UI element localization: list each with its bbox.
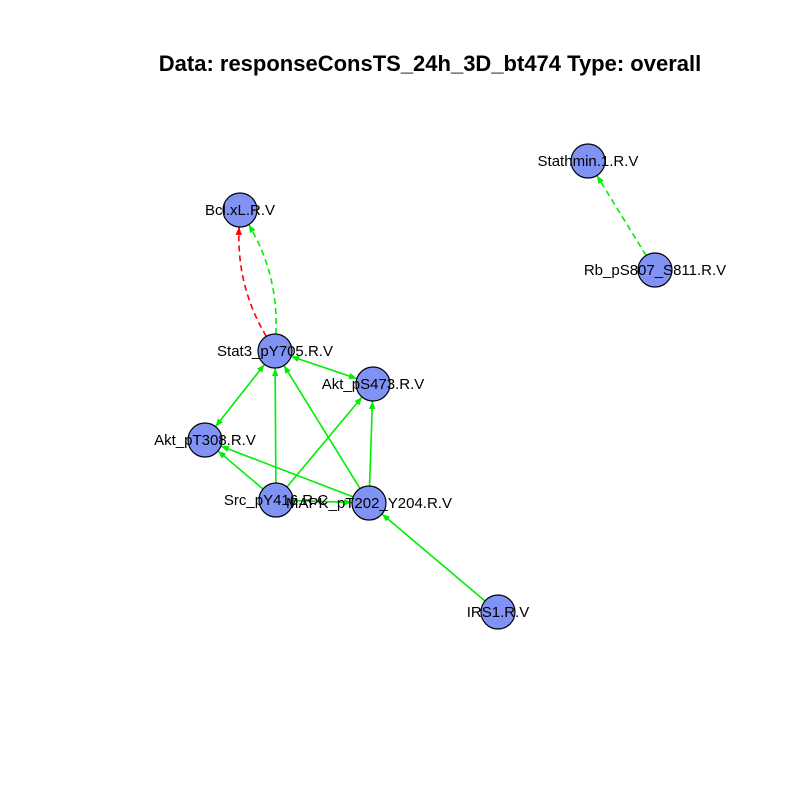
- edge-src-to-mapk: [292, 498, 353, 506]
- node-bclxl: Bcl.xL.R.V: [205, 192, 275, 228]
- node-irs1: IRS1.R.V: [467, 594, 530, 630]
- node-circle-bclxl: [222, 192, 258, 228]
- node-mapk: MAPK_pT202_Y204.R.V: [286, 485, 452, 521]
- node-label-mapk: MAPK_pT202_Y204.R.V: [286, 495, 452, 512]
- node-circle-irs1: [480, 594, 516, 630]
- nodes-layer: Stathmin.1.R.V Bcl.xL.R.V Rb_pS807_S811.R.…: [154, 143, 726, 630]
- edge-stat3-to-akt473: [290, 355, 358, 380]
- node-akt473: Akt_pS473.R.V: [322, 366, 425, 402]
- node-circle-stat3: [257, 333, 293, 369]
- edges-layer: [214, 175, 647, 602]
- node-circle-rb: [637, 252, 673, 288]
- node-rb: Rb_pS807_S811.R.V: [584, 252, 726, 288]
- edge-stat3-to-bclxl: [248, 224, 277, 335]
- node-stathmin: Stathmin.1.R.V: [538, 143, 639, 179]
- edge-src-to-akt308: [217, 450, 264, 490]
- edge-stat3-to-bclxl: [235, 226, 267, 337]
- edge-rb-to-stathmin: [596, 175, 647, 256]
- node-label-src: Src_pY416.R.C: [224, 492, 328, 509]
- edge-irs1-to-mapk: [381, 513, 486, 602]
- edge-stat3-to-akt308: [214, 363, 266, 428]
- diagram-title: Data: responseConsTS_24h_3D_bt474 Type: …: [159, 51, 701, 76]
- edge-src-to-akt473: [286, 396, 363, 488]
- node-label-rb: Rb_pS807_S811.R.V: [584, 262, 726, 279]
- node-label-stat3: Stat3_pY705.R.V: [217, 343, 333, 360]
- node-circle-mapk: [351, 485, 387, 521]
- node-label-akt473: Akt_pS473.R.V: [322, 376, 425, 393]
- edge-mapk-to-akt473: [368, 400, 376, 487]
- node-label-irs1: IRS1.R.V: [467, 604, 530, 621]
- edge-src-to-stat3: [271, 367, 279, 484]
- node-circle-akt308: [187, 422, 223, 458]
- node-circle-stathmin: [570, 143, 606, 179]
- edge-mapk-to-stat3: [283, 365, 361, 489]
- node-circle-src: [258, 482, 294, 518]
- node-akt308: Akt_pT308.R.V: [154, 422, 256, 458]
- node-src: Src_pY416.R.C: [224, 482, 328, 518]
- node-label-stathmin: Stathmin.1.R.V: [538, 153, 639, 170]
- edge-mapk-to-akt308: [220, 445, 354, 498]
- node-label-akt308: Akt_pT308.R.V: [154, 432, 256, 449]
- node-circle-akt473: [355, 366, 391, 402]
- node-stat3: Stat3_pY705.R.V: [217, 333, 333, 369]
- node-label-bclxl: Bcl.xL.R.V: [205, 202, 275, 219]
